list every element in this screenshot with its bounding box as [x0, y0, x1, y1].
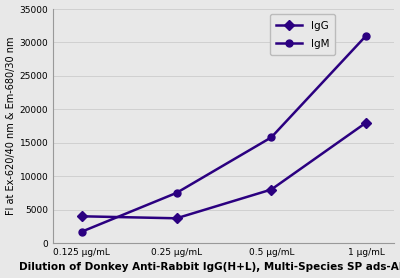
- Line: IgM: IgM: [78, 32, 370, 235]
- IgG: [79, 215, 84, 218]
- IgG: [269, 188, 274, 191]
- Legend: IgG, IgM: IgG, IgM: [270, 14, 336, 55]
- Y-axis label: Fl at Ex-620/40 nm & Em-680/30 nm: Fl at Ex-620/40 nm & Em-680/30 nm: [6, 37, 16, 215]
- IgM: [174, 191, 179, 195]
- IgM: [79, 230, 84, 233]
- IgM: [364, 34, 368, 38]
- X-axis label: Dilution of Donkey Anti-Rabbit IgG(H+L), Multi-Species SP ads-AF647: Dilution of Donkey Anti-Rabbit IgG(H+L),…: [20, 262, 400, 272]
- Line: IgG: IgG: [78, 119, 370, 222]
- IgG: [174, 217, 179, 220]
- IgM: [269, 136, 274, 139]
- IgG: [364, 121, 368, 124]
